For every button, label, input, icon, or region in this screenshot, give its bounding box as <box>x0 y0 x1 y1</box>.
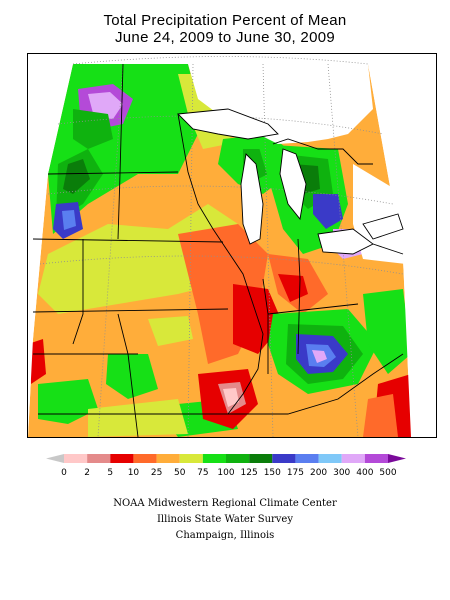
legend-label: 125 <box>241 468 258 478</box>
legend-label: 200 <box>310 468 327 478</box>
legend-low-arrow <box>46 454 64 463</box>
legend-swatch <box>64 454 88 463</box>
legend-label: 175 <box>287 468 304 478</box>
legend-swatch <box>318 454 342 463</box>
credit-line-3: Champaign, Illinois <box>175 530 275 541</box>
outside-domain <box>28 54 436 437</box>
legend-swatch <box>364 454 388 463</box>
legend-label: 5 <box>107 468 113 478</box>
legend-high-arrow <box>388 454 406 463</box>
legend-label: 25 <box>151 468 162 478</box>
color-legend: 0 2 5 10 25 50 75 100 125 150 175 200 300 400 500 <box>40 452 412 484</box>
map-canvas <box>28 54 436 437</box>
legend-label: 75 <box>197 468 208 478</box>
credit-line-1: NOAA Midwestern Regional Climate Center <box>113 498 337 509</box>
precipitation-map <box>27 53 437 438</box>
legend-canvas: 0 2 5 10 25 50 75 100 125 150 175 200 300 400 500 <box>46 454 406 478</box>
legend-label: 50 <box>174 468 186 478</box>
legend-swatch <box>272 454 296 463</box>
legend-swatch <box>341 454 365 463</box>
legend-label: 100 <box>217 468 234 478</box>
legend-swatch <box>202 454 226 463</box>
legend-swatch <box>179 454 203 463</box>
canada-boundaries <box>272 138 404 255</box>
map-title: Total Precipitation Percent of Mean June… <box>0 12 450 46</box>
state-boundaries <box>32 63 404 437</box>
credits: NOAA Midwestern Regional Climate Center … <box>0 496 450 544</box>
legend-swatch <box>249 454 273 463</box>
credit-line-2: Illinois State Water Survey <box>156 514 293 525</box>
legend-label: 2 <box>84 468 90 478</box>
title-line-2: June 24, 2009 to June 30, 2009 <box>114 29 335 46</box>
legend-label: 0 <box>61 468 67 478</box>
legend-label: 500 <box>379 468 396 478</box>
graticule <box>39 56 404 437</box>
legend-swatch <box>87 454 111 463</box>
legend-swatch <box>226 454 250 463</box>
legend-swatch <box>295 454 319 463</box>
legend-label: 300 <box>333 468 350 478</box>
great-lakes <box>177 108 404 255</box>
legend-swatch <box>156 454 180 463</box>
legend-swatch <box>133 454 157 463</box>
legend-swatch <box>110 454 134 463</box>
legend-label: 150 <box>264 468 281 478</box>
legend-label: 10 <box>128 468 140 478</box>
precip-contours <box>28 64 411 437</box>
title-line-1: Total Precipitation Percent of Mean <box>103 12 347 29</box>
legend-label: 400 <box>356 468 373 478</box>
